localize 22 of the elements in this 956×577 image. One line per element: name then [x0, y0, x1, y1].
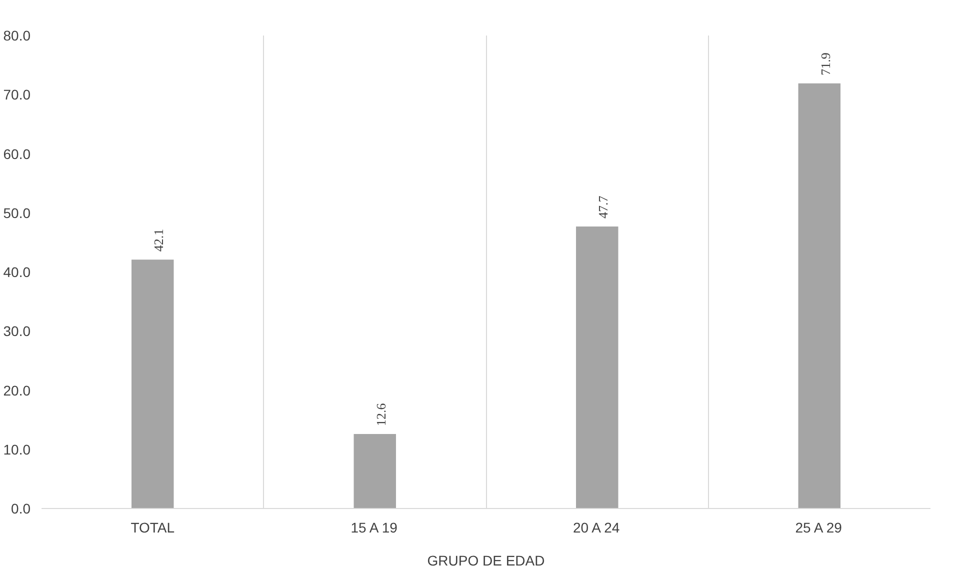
- y-tick-label: 70.0: [3, 86, 31, 103]
- x-tick-label: 25 A 29: [795, 520, 842, 536]
- y-tick-label: 10.0: [3, 441, 31, 458]
- y-tick-label: 40.0: [3, 264, 31, 280]
- data-label: 47.7: [596, 195, 611, 218]
- y-tick-label: 0.0: [11, 500, 31, 516]
- y-tick-label: 80.0: [3, 28, 31, 44]
- data-label: 42.1: [151, 228, 166, 252]
- x-tick-label: 15 A 19: [350, 520, 398, 536]
- bar: [576, 226, 618, 508]
- x-tick-label: TOTAL: [130, 520, 175, 536]
- data-label: 71.9: [818, 52, 833, 76]
- x-tick-label: 20 A 24: [572, 520, 620, 536]
- y-tick-label: 50.0: [3, 204, 31, 221]
- bar: [132, 260, 174, 508]
- y-tick-label: 60.0: [3, 146, 31, 162]
- x-axis-title: GRUPO DE EDAD: [427, 552, 545, 568]
- bar: [354, 434, 396, 508]
- y-tick-label: 20.0: [3, 382, 31, 398]
- y-tick-label: 30.0: [3, 323, 31, 340]
- bar: [798, 83, 840, 508]
- data-label: 12.6: [373, 402, 388, 426]
